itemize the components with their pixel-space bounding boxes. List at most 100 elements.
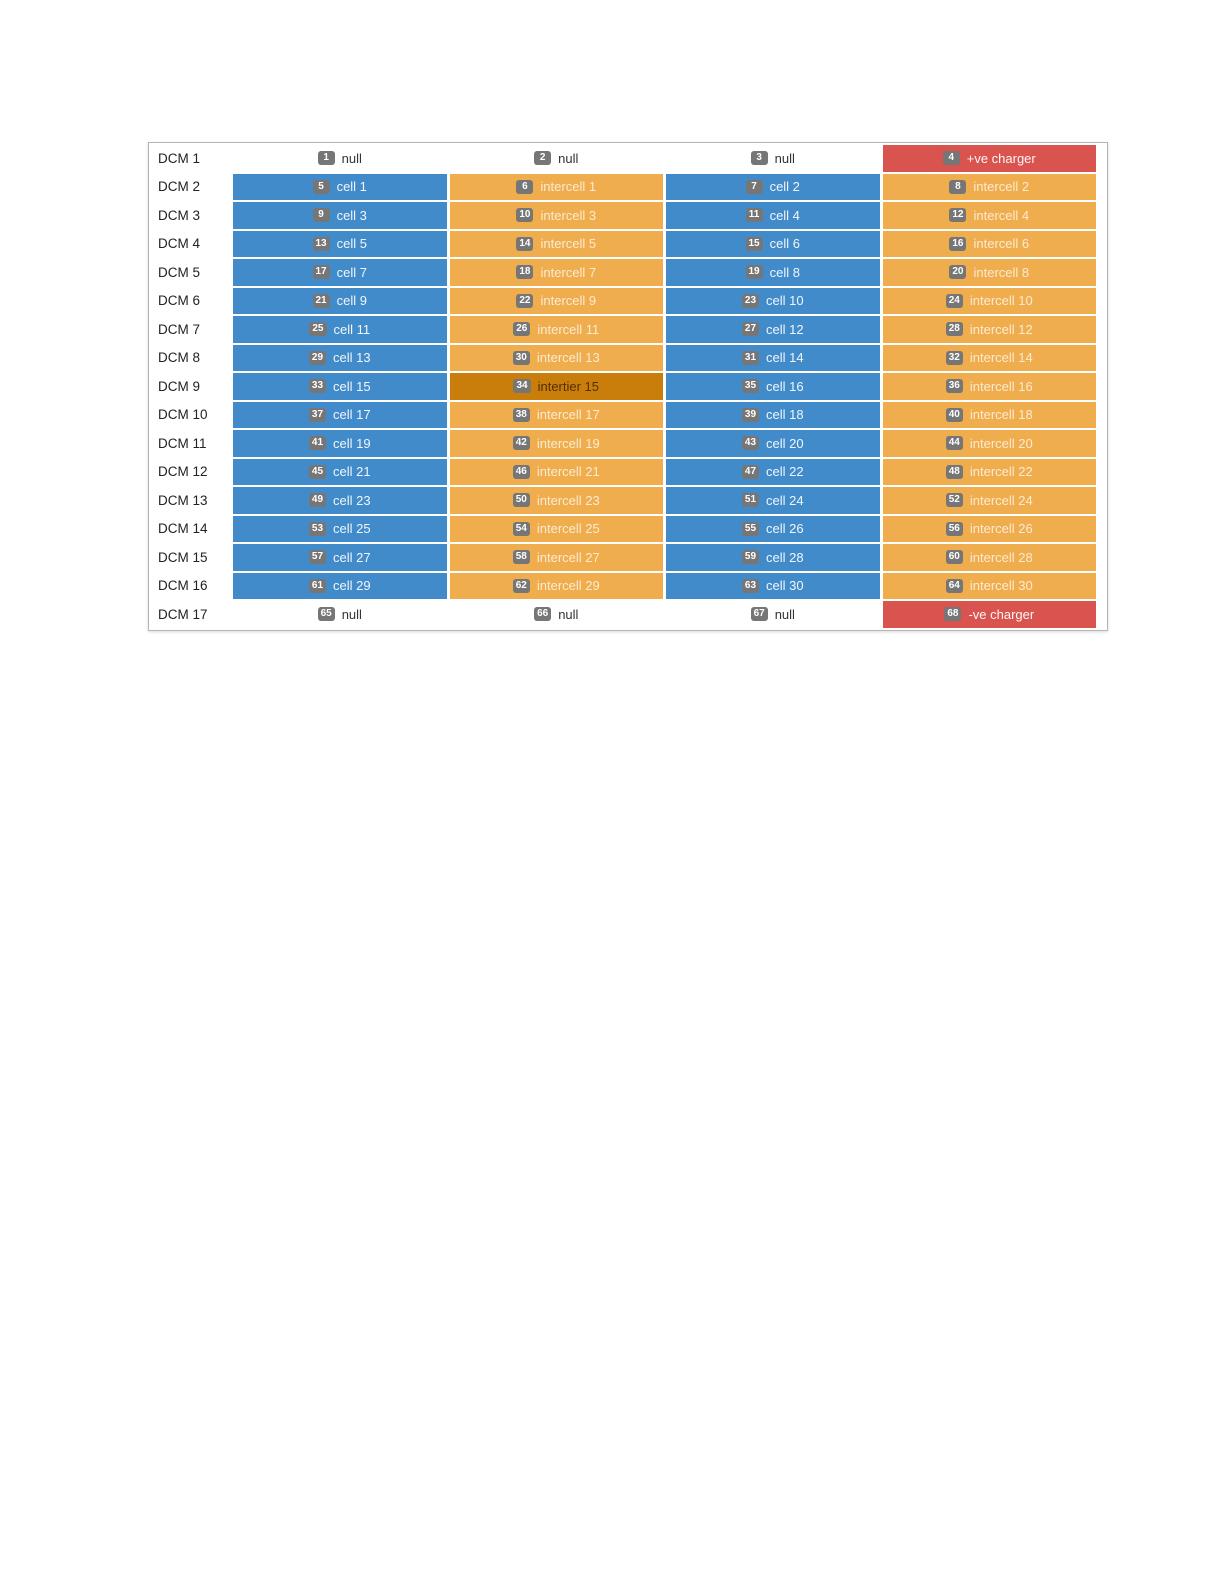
connection-cell-39[interactable]: 39 cell 18 [666, 401, 880, 428]
terminal-number-badge: 23 [741, 293, 760, 308]
connection-label: intercell 30 [969, 578, 1033, 594]
connection-label: intercell 11 [537, 321, 600, 337]
connection-cell-47[interactable]: 47 cell 22 [666, 458, 880, 485]
connection-cell-6[interactable]: 6 intercell 1 [449, 173, 663, 200]
connection-cell-33[interactable]: 33 cell 15 [233, 373, 447, 400]
connection-cell-68[interactable]: 68 -ve charger [882, 601, 1096, 628]
connection-cell-18[interactable]: 18 intercell 7 [449, 259, 663, 286]
connection-label: intercell 25 [536, 521, 600, 537]
connection-cell-67[interactable]: 67 null [666, 601, 880, 628]
connection-cell-54[interactable]: 54 intercell 25 [449, 515, 663, 542]
connection-cell-64[interactable]: 64 intercell 30 [882, 572, 1096, 599]
connection-cell-66[interactable]: 66 null [449, 601, 663, 628]
connection-cell-12[interactable]: 12 intercell 4 [882, 202, 1096, 229]
connection-cell-42[interactable]: 42 intercell 19 [449, 430, 663, 457]
connection-cell-11[interactable]: 11 cell 4 [666, 202, 880, 229]
connection-cell-62[interactable]: 62 intercell 29 [449, 572, 663, 599]
terminal-number-badge: 37 [308, 407, 327, 422]
dcm-row: DCM 5 17 cell 7 18 intercell 7 19 cell 8 20 inte… [149, 259, 1107, 286]
connection-cell-17[interactable]: 17 cell 7 [233, 259, 447, 286]
connection-cell-56[interactable]: 56 intercell 26 [882, 515, 1096, 542]
connection-cell-43[interactable]: 43 cell 20 [666, 430, 880, 457]
connection-cell-49[interactable]: 49 cell 23 [233, 487, 447, 514]
connection-cell-26[interactable]: 26 intercell 11 [449, 316, 663, 343]
connection-cell-15[interactable]: 15 cell 6 [666, 230, 880, 257]
connection-label: cell 12 [766, 321, 804, 337]
dcm-label: DCM 3 [158, 207, 201, 223]
connection-cell-20[interactable]: 20 intercell 8 [882, 259, 1096, 286]
connection-cell-7[interactable]: 7 cell 2 [666, 173, 880, 200]
dcm-label: DCM 7 [158, 321, 201, 337]
connection-cell-41[interactable]: 41 cell 19 [233, 430, 447, 457]
connection-cell-59[interactable]: 59 cell 28 [666, 544, 880, 571]
connection-cell-4[interactable]: 4 +ve charger [882, 145, 1096, 172]
connection-cell-10[interactable]: 10 intercell 3 [449, 202, 663, 229]
terminal-number-badge: 39 [741, 407, 760, 422]
connection-label: cell 29 [333, 578, 371, 594]
connection-cell-51[interactable]: 51 cell 24 [666, 487, 880, 514]
connection-cell-24[interactable]: 24 intercell 10 [882, 287, 1096, 314]
connection-cell-52[interactable]: 52 intercell 24 [882, 487, 1096, 514]
dcm-cell-group: 49 cell 23 50 intercell 23 51 cell 24 52 interc… [233, 487, 1096, 514]
connection-cell-2[interactable]: 2 null [449, 145, 663, 172]
connection-cell-57[interactable]: 57 cell 27 [233, 544, 447, 571]
connection-label: intercell 8 [973, 264, 1030, 280]
connection-cell-48[interactable]: 48 intercell 22 [882, 458, 1096, 485]
connection-cell-1[interactable]: 1 null [233, 145, 447, 172]
connection-cell-53[interactable]: 53 cell 25 [233, 515, 447, 542]
dcm-cell-group: 37 cell 17 38 intercell 17 39 cell 18 40 interc… [233, 401, 1096, 428]
connection-cell-36[interactable]: 36 intercell 16 [882, 373, 1096, 400]
connection-cell-34[interactable]: 34 intertier 15 [449, 373, 663, 400]
connection-cell-35[interactable]: 35 cell 16 [666, 373, 880, 400]
connection-cell-40[interactable]: 40 intercell 18 [882, 401, 1096, 428]
dcm-cell-group: 9 cell 3 10 intercell 3 11 cell 4 12 intercell … [233, 202, 1096, 229]
connection-cell-9[interactable]: 9 cell 3 [233, 202, 447, 229]
connection-label: intercell 16 [969, 378, 1033, 394]
connection-cell-32[interactable]: 32 intercell 14 [882, 344, 1096, 371]
terminal-number-badge: 53 [308, 521, 327, 536]
dcm-label: DCM 17 [158, 606, 208, 622]
connection-cell-5[interactable]: 5 cell 1 [233, 173, 447, 200]
connection-cell-29[interactable]: 29 cell 13 [233, 344, 447, 371]
connection-label: cell 15 [333, 378, 371, 394]
connection-cell-61[interactable]: 61 cell 29 [233, 572, 447, 599]
connection-cell-22[interactable]: 22 intercell 9 [449, 287, 663, 314]
terminal-number-badge: 1 [317, 151, 335, 166]
connection-label: intercell 5 [540, 236, 597, 252]
connection-label: cell 28 [766, 549, 804, 565]
connection-cell-13[interactable]: 13 cell 5 [233, 230, 447, 257]
connection-label: cell 17 [333, 407, 371, 423]
dcm-label: DCM 5 [158, 264, 201, 280]
connection-cell-31[interactable]: 31 cell 14 [666, 344, 880, 371]
connection-cell-16[interactable]: 16 intercell 6 [882, 230, 1096, 257]
connection-cell-65[interactable]: 65 null [233, 601, 447, 628]
connection-cell-30[interactable]: 30 intercell 13 [449, 344, 663, 371]
connection-cell-37[interactable]: 37 cell 17 [233, 401, 447, 428]
connection-cell-3[interactable]: 3 null [666, 145, 880, 172]
terminal-number-badge: 51 [741, 493, 760, 508]
connection-cell-23[interactable]: 23 cell 10 [666, 287, 880, 314]
connection-cell-60[interactable]: 60 intercell 28 [882, 544, 1096, 571]
connection-cell-25[interactable]: 25 cell 11 [233, 316, 447, 343]
terminal-number-badge: 29 [308, 350, 327, 365]
dcm-cell-group: 65 null 66 null 67 null 68 -ve charger [233, 601, 1096, 628]
connection-cell-27[interactable]: 27 cell 12 [666, 316, 880, 343]
connection-cell-21[interactable]: 21 cell 9 [233, 287, 447, 314]
connection-cell-45[interactable]: 45 cell 21 [233, 458, 447, 485]
connection-label: intercell 1 [540, 179, 597, 195]
dcm-label: DCM 8 [158, 350, 201, 366]
connection-cell-55[interactable]: 55 cell 26 [666, 515, 880, 542]
connection-cell-58[interactable]: 58 intercell 27 [449, 544, 663, 571]
connection-cell-8[interactable]: 8 intercell 2 [882, 173, 1096, 200]
connection-label: null [558, 150, 579, 166]
connection-cell-46[interactable]: 46 intercell 21 [449, 458, 663, 485]
connection-cell-14[interactable]: 14 intercell 5 [449, 230, 663, 257]
terminal-number-badge: 28 [945, 322, 963, 337]
connection-cell-28[interactable]: 28 intercell 12 [882, 316, 1096, 343]
connection-cell-63[interactable]: 63 cell 30 [666, 572, 880, 599]
connection-cell-50[interactable]: 50 intercell 23 [449, 487, 663, 514]
terminal-number-badge: 16 [949, 236, 967, 251]
connection-cell-44[interactable]: 44 intercell 20 [882, 430, 1096, 457]
connection-cell-38[interactable]: 38 intercell 17 [449, 401, 663, 428]
connection-cell-19[interactable]: 19 cell 8 [666, 259, 880, 286]
